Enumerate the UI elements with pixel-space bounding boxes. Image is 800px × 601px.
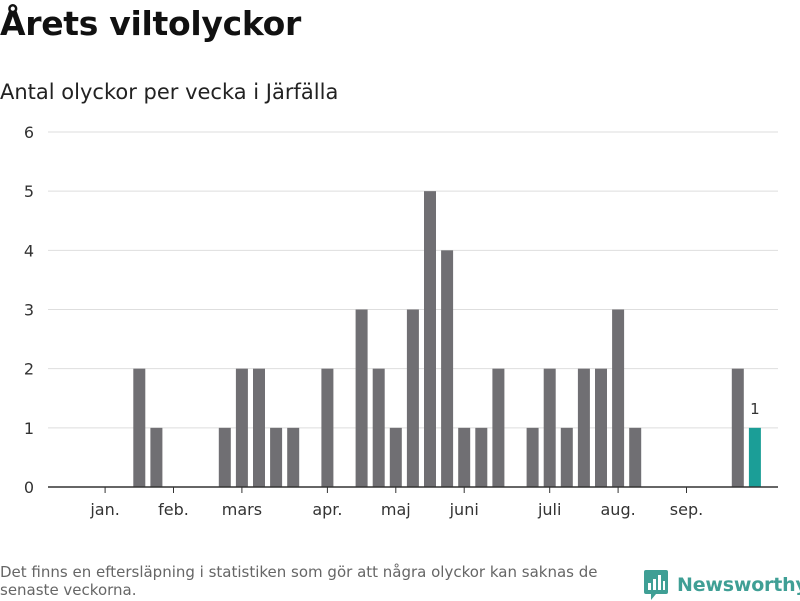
y-tick-label-2: 2 bbox=[24, 360, 34, 379]
y-tick-label-3: 3 bbox=[24, 301, 34, 320]
bar-week-20 bbox=[406, 309, 419, 487]
bar-week-39 bbox=[731, 368, 744, 487]
newsworthy-logo-icon bbox=[644, 570, 668, 600]
bar-week-25 bbox=[492, 368, 505, 487]
y-tick-label-5: 5 bbox=[24, 182, 34, 201]
bar-week-23 bbox=[458, 427, 471, 487]
highlight-data-label: 1 bbox=[750, 400, 760, 418]
bar-week-18 bbox=[372, 368, 385, 487]
bar-week-19 bbox=[389, 427, 402, 487]
bar-week-17 bbox=[355, 309, 368, 487]
x-tick-label-sep: sep. bbox=[670, 500, 703, 519]
y-tick-label-1: 1 bbox=[24, 419, 34, 438]
x-tick-label-mars: mars bbox=[222, 500, 262, 519]
newsworthy-brand[interactable]: Newsworthy bbox=[644, 569, 800, 601]
weekly-accidents-bar-chart: 0 1 2 3 4 5 6 1 jan. feb. mars apr. maj juni juli aug. s… bbox=[24, 123, 778, 519]
bar-week-32 bbox=[612, 309, 625, 487]
bar-week-10 bbox=[235, 368, 248, 487]
y-tick-label-6: 6 bbox=[24, 123, 34, 142]
x-tick-label-jan: jan. bbox=[89, 500, 119, 519]
bar-week-24 bbox=[475, 427, 488, 487]
x-tick-label-apr: apr. bbox=[312, 500, 342, 519]
bar-week-5 bbox=[150, 427, 163, 487]
x-tick-label-juni: juni bbox=[449, 500, 479, 519]
x-tick-label-maj: maj bbox=[381, 500, 411, 519]
bar-week-28 bbox=[543, 368, 556, 487]
brand-name: Newsworthy bbox=[677, 574, 800, 596]
chart-subtitle: Antal olyckor per vecka i Järfälla bbox=[0, 80, 339, 104]
x-tick-label-aug: aug. bbox=[601, 500, 636, 519]
bar-week-12 bbox=[270, 427, 283, 487]
bar-week-30 bbox=[577, 368, 590, 487]
chart-title: Årets viltolyckor bbox=[0, 4, 301, 43]
bar-week-40 bbox=[748, 427, 761, 487]
bar-week-31 bbox=[595, 368, 607, 487]
bar-week-33 bbox=[629, 427, 642, 487]
x-tick-label-feb: feb. bbox=[158, 500, 189, 519]
bar-week-13 bbox=[287, 427, 300, 487]
bar-week-15 bbox=[321, 368, 334, 487]
x-tick-label-juli: juli bbox=[537, 500, 561, 519]
bar-week-29 bbox=[560, 427, 573, 487]
bar-week-9 bbox=[218, 427, 231, 487]
bar-week-11 bbox=[253, 368, 265, 487]
bar-week-4 bbox=[133, 368, 146, 487]
bar-week-21 bbox=[424, 191, 436, 487]
bar-week-22 bbox=[441, 250, 454, 487]
bar-week-27 bbox=[526, 427, 539, 487]
footnote: Det finns en eftersläpning i statistiken… bbox=[0, 563, 598, 599]
y-tick-label-4: 4 bbox=[24, 241, 34, 260]
y-tick-label-0: 0 bbox=[24, 478, 34, 497]
